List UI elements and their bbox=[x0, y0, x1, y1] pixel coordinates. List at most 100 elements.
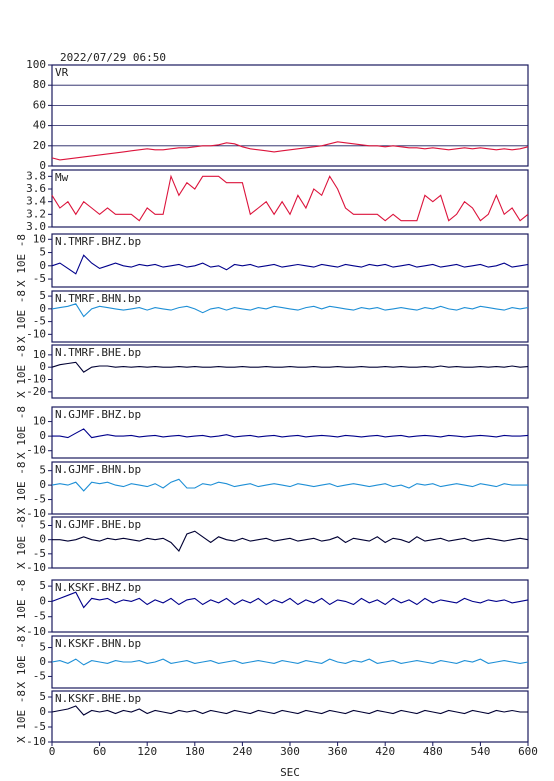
panel-label: N.KSKF.BHN.bp bbox=[55, 637, 141, 650]
y-tick-label: 5 bbox=[39, 464, 46, 477]
y-tick-label: 0 bbox=[39, 259, 46, 272]
y-tick-label: 0 bbox=[39, 429, 46, 442]
y-axis-label: X 10E -8 bbox=[15, 636, 28, 689]
y-tick-label: 60 bbox=[33, 98, 46, 111]
y-tick-label: 5 bbox=[39, 579, 46, 592]
y-axis-label: X 10E -8 bbox=[15, 234, 28, 287]
y-tick-label: 5 bbox=[39, 289, 46, 302]
y-tick-label: 10 bbox=[33, 415, 46, 428]
panel-frame bbox=[51, 406, 529, 459]
y-tick-label: -5 bbox=[33, 547, 46, 560]
panel-label: N.GJMF.BHE.bp bbox=[55, 518, 141, 531]
y-tick-label: -5 bbox=[33, 669, 46, 682]
trace bbox=[51, 303, 529, 318]
panel-label: N.KSKF.BHZ.bp bbox=[55, 581, 141, 594]
panel-label: Mw bbox=[55, 171, 69, 184]
y-tick-label: -5 bbox=[33, 720, 46, 733]
trace bbox=[51, 591, 529, 609]
y-tick-label: 3.6 bbox=[26, 182, 46, 195]
panel-label: N.GJMF.BHZ.bp bbox=[55, 408, 141, 421]
panel-frame bbox=[51, 579, 529, 633]
x-tick-label: 300 bbox=[280, 745, 300, 758]
panel-label: N.TMRF.BHN.bp bbox=[55, 292, 141, 305]
panel-label: N.TMRF.BHE.bp bbox=[55, 346, 141, 359]
y-tick-label: -5 bbox=[33, 315, 46, 328]
y-axis-label: X 10E -8 bbox=[15, 345, 28, 398]
y-tick-label: 5 bbox=[39, 519, 46, 532]
trace bbox=[51, 658, 529, 666]
y-tick-label: -10 bbox=[26, 735, 46, 748]
panel-label: N.GJMF.BHN.bp bbox=[55, 463, 141, 476]
y-tick-label: 0 bbox=[39, 655, 46, 668]
y-tick-label: 0 bbox=[39, 705, 46, 718]
y-tick-label: -10 bbox=[26, 561, 46, 574]
x-tick-label: 180 bbox=[185, 745, 205, 758]
trace bbox=[51, 141, 529, 161]
y-tick-label: 20 bbox=[33, 139, 46, 152]
y-axis-label: X 10E -8 bbox=[15, 462, 28, 515]
panel-frame bbox=[51, 169, 529, 228]
x-tick-label: 360 bbox=[328, 745, 348, 758]
x-tick-label: 120 bbox=[137, 745, 157, 758]
panel-frame bbox=[51, 461, 529, 515]
y-tick-label: -5 bbox=[33, 610, 46, 623]
y-tick-label: -10 bbox=[26, 373, 46, 386]
y-tick-label: 0 bbox=[39, 594, 46, 607]
y-tick-label: 5 bbox=[39, 246, 46, 259]
y-axis-label: X 10E -8 bbox=[15, 690, 28, 743]
y-tick-label: 10 bbox=[33, 348, 46, 361]
panel-label: VR bbox=[55, 66, 69, 79]
x-tick-label: 60 bbox=[93, 745, 106, 758]
panel-frame bbox=[51, 64, 529, 167]
panel-frame bbox=[51, 233, 529, 288]
y-tick-label: -10 bbox=[26, 507, 46, 520]
y-tick-label: -10 bbox=[26, 444, 46, 457]
y-tick-label: -10 bbox=[26, 625, 46, 638]
y-tick-label: -20 bbox=[26, 385, 46, 398]
y-axis-label: X 10E -8 bbox=[15, 580, 28, 633]
y-tick-label: 80 bbox=[33, 78, 46, 91]
panel-frame bbox=[51, 290, 529, 343]
panel-label: N.TMRF.BHZ.bp bbox=[55, 235, 141, 248]
x-tick-label: 540 bbox=[470, 745, 490, 758]
y-tick-label: 0 bbox=[39, 478, 46, 491]
x-tick-label: 0 bbox=[49, 745, 56, 758]
y-tick-label: 0 bbox=[39, 302, 46, 315]
y-axis-label: X 10E -8 bbox=[15, 406, 28, 459]
y-tick-label: 100 bbox=[26, 58, 46, 71]
y-tick-label: 3.4 bbox=[26, 195, 46, 208]
y-tick-label: 5 bbox=[39, 690, 46, 703]
y-axis-label: X 10E -8 bbox=[15, 516, 28, 569]
chart-title: 2022/07/29 06:50 bbox=[60, 51, 166, 64]
trace bbox=[52, 530, 529, 552]
x-tick-label: 600 bbox=[518, 745, 538, 758]
x-tick-label: 480 bbox=[423, 745, 443, 758]
trace bbox=[51, 478, 528, 492]
panel-frame bbox=[51, 516, 529, 569]
y-tick-label: 0 bbox=[39, 159, 46, 172]
panel-label: N.KSKF.BHE.bp bbox=[55, 692, 141, 705]
y-tick-label: 40 bbox=[33, 119, 46, 132]
y-tick-label: -10 bbox=[26, 327, 46, 340]
y-tick-label: 5 bbox=[39, 641, 46, 654]
trace bbox=[51, 254, 529, 275]
trace bbox=[51, 174, 529, 222]
y-tick-label: 0 bbox=[39, 533, 46, 546]
trace bbox=[52, 428, 529, 439]
y-tick-label: -5 bbox=[33, 272, 46, 285]
y-tick-label: -5 bbox=[33, 493, 46, 506]
y-tick-label: 10 bbox=[33, 232, 46, 245]
y-tick-label: 0 bbox=[39, 360, 46, 373]
x-tick-label: 240 bbox=[232, 745, 252, 758]
trace bbox=[51, 361, 529, 373]
x-axis-label: SEC bbox=[280, 766, 300, 779]
y-tick-label: 3.0 bbox=[26, 220, 46, 233]
y-tick-label: 3.2 bbox=[26, 207, 46, 220]
y-tick-label: 3.8 bbox=[26, 169, 46, 182]
trace bbox=[51, 705, 528, 716]
x-tick-label: 420 bbox=[375, 745, 395, 758]
panel-frame bbox=[51, 344, 529, 399]
y-axis-label: X 10E -8 bbox=[15, 290, 28, 343]
